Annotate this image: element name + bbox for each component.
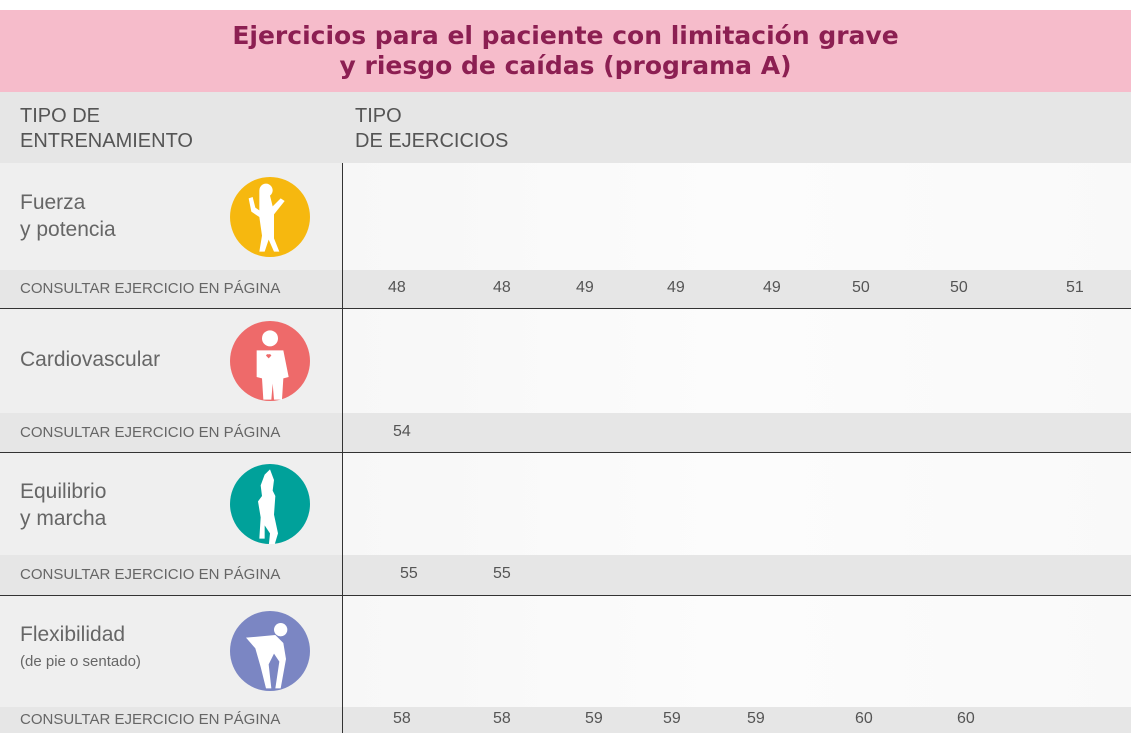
page-number: 50 — [852, 279, 870, 296]
training-note: (de pie o sentado) — [20, 653, 141, 670]
name-line: y potencia — [20, 218, 116, 241]
title: Ejercicios para el paciente con limitaci… — [0, 10, 1131, 92]
training-name: Equilibrio y marcha — [20, 478, 106, 532]
page-number: 48 — [388, 279, 406, 296]
name-line: Flexibilidad — [20, 623, 126, 646]
title-line: y riesgo de caídas (programa A) — [339, 51, 792, 80]
page-number: 59 — [663, 710, 681, 727]
header-line: DE EJERCICIOS — [355, 130, 509, 152]
icon-svg — [230, 176, 310, 257]
exercises-cell — [343, 452, 1131, 555]
page-number: 58 — [493, 710, 511, 727]
page-row — [0, 270, 1131, 308]
icon — [230, 320, 310, 401]
header-cell: TIPO DE EJERCICIOS — [355, 104, 508, 154]
icon-svg — [230, 611, 310, 691]
icon — [230, 463, 310, 547]
page-number: 59 — [747, 710, 765, 727]
header-line: ENTRENAMIENTO — [20, 130, 193, 152]
page-number: 55 — [493, 565, 511, 582]
header-line: TIPO — [355, 105, 402, 127]
training-name: Fuerza y potencia — [20, 189, 116, 243]
page-number: 48 — [493, 279, 511, 296]
icon-svg — [230, 320, 310, 401]
page-number: 59 — [585, 710, 603, 727]
training-name: Cardiovascular — [20, 346, 160, 373]
name-line: Fuerza — [20, 191, 86, 214]
page-number: 49 — [576, 279, 594, 296]
page-number: 60 — [855, 710, 873, 727]
header-row — [0, 92, 1131, 163]
name-line: y marcha — [20, 507, 107, 530]
name-line: Equilibrio — [20, 480, 107, 503]
title-line: Ejercicios para el paciente con limitaci… — [232, 21, 899, 50]
name-line: Cardiovascular — [20, 348, 161, 371]
header-cell: TIPO DE ENTRENAMIENTO — [20, 104, 193, 154]
icon — [230, 611, 310, 691]
page-row — [0, 707, 1131, 733]
page-label: CONSULTAR EJERCICIO EN PÁGINA — [20, 711, 281, 728]
page-number: 54 — [393, 422, 411, 440]
training-name: Flexibilidad (de pie o sentado) — [20, 621, 141, 675]
page-row — [0, 413, 1131, 452]
column-divider — [342, 163, 343, 733]
page-number: 49 — [763, 279, 781, 296]
page-number: 51 — [1066, 279, 1084, 296]
exercises-cell — [343, 595, 1131, 707]
page-number: 55 — [400, 565, 418, 582]
page-label: CONSULTAR EJERCICIO EN PÁGINA — [20, 423, 281, 441]
section-divider — [0, 308, 1131, 309]
exercises-cell — [343, 308, 1131, 413]
page-label: CONSULTAR EJERCICIO EN PÁGINA — [20, 566, 281, 583]
section-divider — [0, 452, 1131, 453]
section-divider — [0, 595, 1131, 596]
page-label: CONSULTAR EJERCICIO EN PÁGINA — [20, 280, 281, 297]
page-row — [0, 555, 1131, 595]
page-number: 58 — [393, 710, 411, 727]
page-number: 60 — [957, 710, 975, 727]
page-number: 49 — [667, 279, 685, 296]
page-number: 50 — [950, 279, 968, 296]
icon-svg — [230, 463, 310, 547]
header-line: TIPO DE — [20, 105, 101, 127]
icon — [230, 176, 310, 257]
exercises-cell — [343, 163, 1131, 270]
